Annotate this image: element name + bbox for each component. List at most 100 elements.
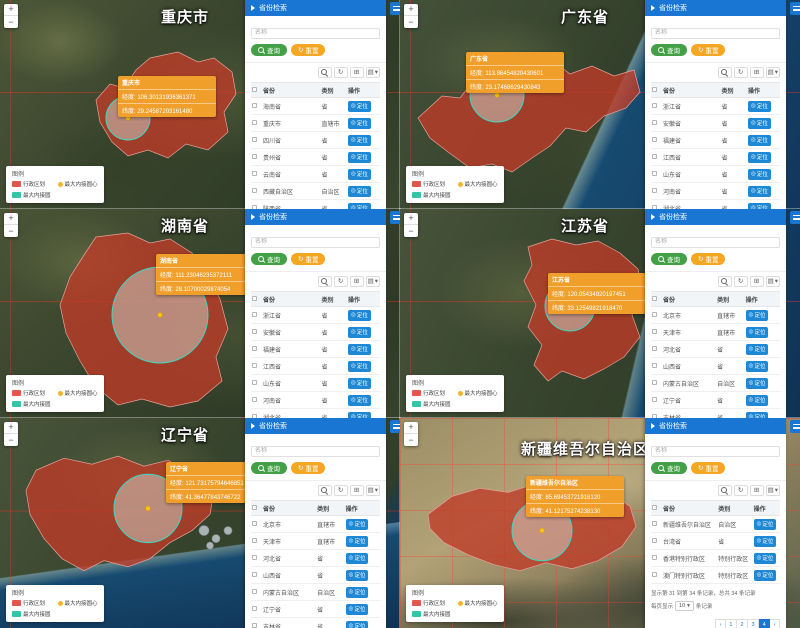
row-checkbox[interactable] bbox=[252, 622, 257, 628]
locate-button[interactable]: ◎ 定位 bbox=[348, 326, 371, 338]
locate-button[interactable]: ◎ 定位 bbox=[348, 309, 371, 321]
query-button[interactable]: 查询 bbox=[251, 44, 287, 56]
row-checkbox[interactable] bbox=[652, 520, 657, 526]
table-search-button[interactable] bbox=[317, 485, 332, 496]
locate-button[interactable]: ◎ 定位 bbox=[348, 202, 371, 209]
row-checkbox[interactable] bbox=[652, 204, 657, 209]
locate-button[interactable]: ◎ 定位 bbox=[348, 168, 371, 180]
row-checkbox[interactable] bbox=[652, 413, 657, 418]
row-checkbox[interactable] bbox=[652, 345, 657, 351]
row-checkbox[interactable] bbox=[652, 328, 657, 334]
row-checkbox[interactable] bbox=[252, 520, 257, 526]
zoom-out-button[interactable]: − bbox=[404, 225, 418, 237]
row-checkbox[interactable] bbox=[652, 537, 657, 543]
reset-button[interactable]: ↻ 重置 bbox=[691, 44, 726, 56]
locate-button[interactable]: ◎ 定位 bbox=[745, 411, 769, 418]
page-button[interactable]: 4 bbox=[759, 619, 771, 628]
locate-button[interactable]: ◎ 定位 bbox=[748, 100, 771, 112]
locate-button[interactable]: ◎ 定位 bbox=[748, 117, 771, 129]
select-all-checkbox[interactable] bbox=[252, 295, 257, 301]
zoom-out-button[interactable]: − bbox=[4, 16, 18, 28]
page-button[interactable]: › bbox=[770, 619, 780, 628]
locate-button[interactable]: ◎ 定位 bbox=[348, 151, 371, 163]
locate-button[interactable]: ◎ 定位 bbox=[348, 377, 371, 389]
table-refresh-button[interactable]: ↻ bbox=[733, 67, 748, 78]
locate-button[interactable]: ◎ 定位 bbox=[748, 185, 771, 197]
table-search-button[interactable] bbox=[317, 67, 332, 78]
row-checkbox[interactable] bbox=[252, 413, 257, 418]
row-checkbox[interactable] bbox=[252, 571, 257, 577]
locate-button[interactable]: ◎ 定位 bbox=[348, 394, 371, 406]
table-toggle-button[interactable]: ⊞ bbox=[349, 485, 364, 496]
table-refresh-button[interactable]: ↻ bbox=[333, 67, 348, 78]
table-columns-button[interactable]: ▤ ▾ bbox=[365, 485, 380, 496]
row-checkbox[interactable] bbox=[252, 136, 257, 142]
table-search-button[interactable] bbox=[717, 485, 732, 496]
locate-button[interactable]: ◎ 定位 bbox=[753, 552, 777, 564]
row-checkbox[interactable] bbox=[252, 311, 257, 317]
table-columns-button[interactable]: ▤ ▾ bbox=[765, 485, 780, 496]
locate-button[interactable]: ◎ 定位 bbox=[348, 360, 371, 372]
table-search-button[interactable] bbox=[717, 276, 732, 287]
locate-button[interactable]: ◎ 定位 bbox=[745, 326, 769, 338]
page-button[interactable]: 3 bbox=[748, 619, 760, 628]
locate-button[interactable]: ◎ 定位 bbox=[753, 535, 777, 547]
locate-button[interactable]: ◎ 定位 bbox=[345, 535, 369, 547]
row-checkbox[interactable] bbox=[652, 362, 657, 368]
locate-button[interactable]: ◎ 定位 bbox=[748, 134, 771, 146]
row-checkbox[interactable] bbox=[252, 379, 257, 385]
locate-button[interactable]: ◎ 定位 bbox=[348, 134, 371, 146]
locate-button[interactable]: ◎ 定位 bbox=[748, 202, 771, 209]
locate-button[interactable]: ◎ 定位 bbox=[348, 343, 371, 355]
row-checkbox[interactable] bbox=[652, 571, 657, 577]
table-columns-button[interactable]: ▤ ▾ bbox=[765, 276, 780, 287]
panel-toggle-button[interactable] bbox=[390, 211, 400, 224]
panel-toggle-button[interactable] bbox=[390, 2, 400, 15]
query-button[interactable]: 查询 bbox=[651, 253, 687, 265]
name-input[interactable] bbox=[651, 445, 780, 457]
select-all-checkbox[interactable] bbox=[652, 86, 657, 92]
row-checkbox[interactable] bbox=[652, 102, 657, 108]
select-all-checkbox[interactable] bbox=[652, 295, 657, 301]
select-all-checkbox[interactable] bbox=[252, 504, 257, 510]
table-toggle-button[interactable]: ⊞ bbox=[749, 67, 764, 78]
zoom-out-button[interactable]: − bbox=[4, 225, 18, 237]
locate-button[interactable]: ◎ 定位 bbox=[745, 360, 769, 372]
locate-button[interactable]: ◎ 定位 bbox=[348, 117, 371, 129]
locate-button[interactable]: ◎ 定位 bbox=[345, 518, 369, 530]
locate-button[interactable]: ◎ 定位 bbox=[748, 168, 771, 180]
table-refresh-button[interactable]: ↻ bbox=[333, 485, 348, 496]
zoom-in-button[interactable]: + bbox=[4, 422, 18, 434]
locate-button[interactable]: ◎ 定位 bbox=[745, 377, 769, 389]
panel-toggle-button[interactable] bbox=[390, 420, 400, 433]
table-search-button[interactable] bbox=[317, 276, 332, 287]
locate-button[interactable]: ◎ 定位 bbox=[348, 411, 371, 418]
row-checkbox[interactable] bbox=[652, 153, 657, 159]
name-input[interactable] bbox=[651, 27, 780, 39]
name-input[interactable] bbox=[651, 236, 780, 248]
row-checkbox[interactable] bbox=[252, 170, 257, 176]
row-checkbox[interactable] bbox=[252, 153, 257, 159]
table-refresh-button[interactable]: ↻ bbox=[333, 276, 348, 287]
row-checkbox[interactable] bbox=[252, 328, 257, 334]
row-checkbox[interactable] bbox=[252, 588, 257, 594]
reset-button[interactable]: ↻ 重置 bbox=[691, 462, 726, 474]
name-input[interactable] bbox=[251, 27, 380, 39]
panel-toggle-button[interactable] bbox=[790, 2, 800, 15]
locate-button[interactable]: ◎ 定位 bbox=[345, 586, 369, 598]
locate-button[interactable]: ◎ 定位 bbox=[745, 343, 769, 355]
table-toggle-button[interactable]: ⊞ bbox=[349, 67, 364, 78]
locate-button[interactable]: ◎ 定位 bbox=[753, 518, 777, 530]
page-button[interactable]: ‹ bbox=[715, 619, 726, 628]
row-checkbox[interactable] bbox=[652, 396, 657, 402]
reset-button[interactable]: ↻ 重置 bbox=[691, 253, 726, 265]
panel-toggle-button[interactable] bbox=[790, 420, 800, 433]
table-columns-button[interactable]: ▤ ▾ bbox=[365, 67, 380, 78]
zoom-in-button[interactable]: + bbox=[404, 4, 418, 16]
row-checkbox[interactable] bbox=[652, 170, 657, 176]
locate-button[interactable]: ◎ 定位 bbox=[345, 569, 369, 581]
row-checkbox[interactable] bbox=[652, 187, 657, 193]
table-columns-button[interactable]: ▤ ▾ bbox=[765, 67, 780, 78]
table-refresh-button[interactable]: ↻ bbox=[733, 485, 748, 496]
locate-button[interactable]: ◎ 定位 bbox=[745, 394, 769, 406]
